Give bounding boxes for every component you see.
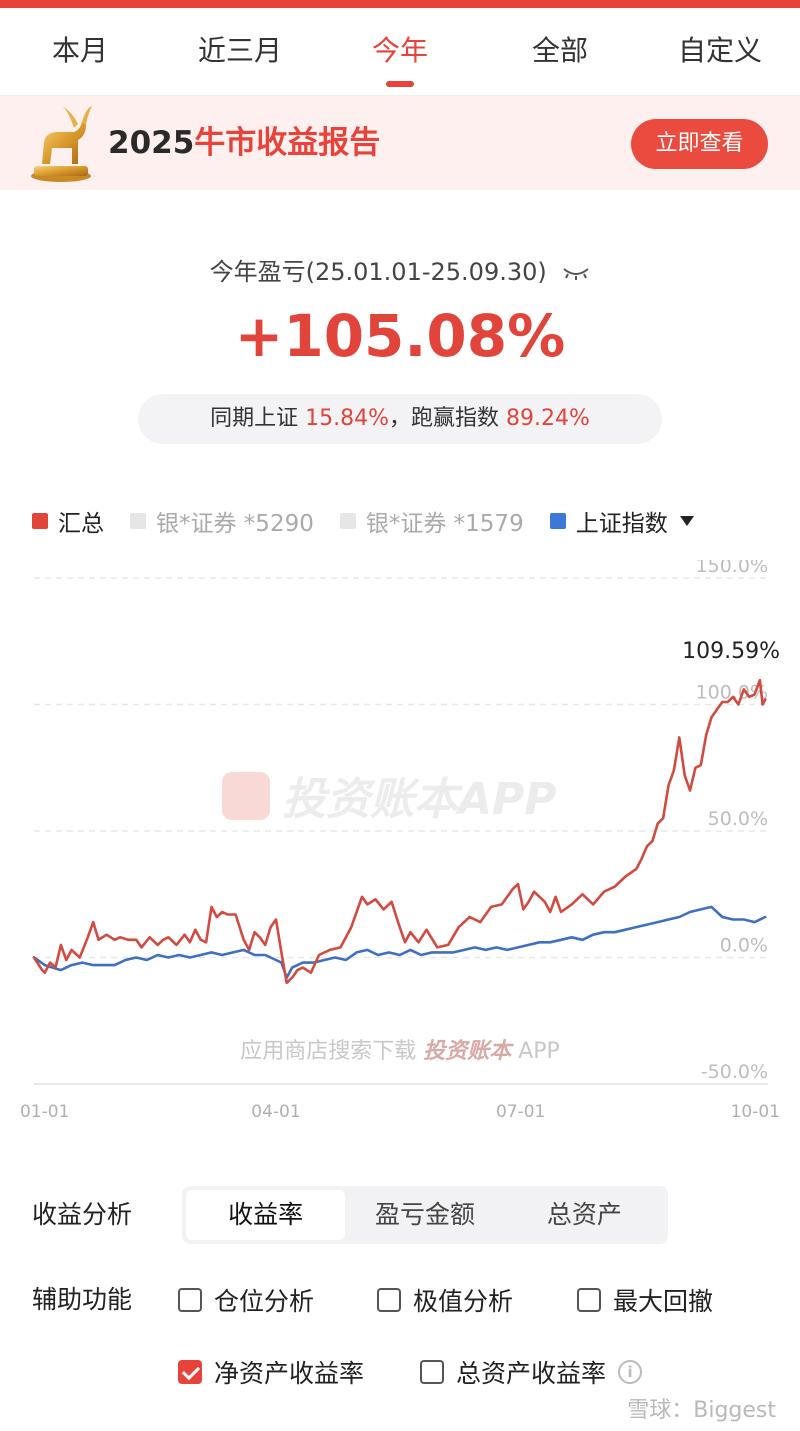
- tab-this-year[interactable]: 今年: [320, 8, 480, 95]
- legend-item-account-1579[interactable]: 银*证券 *1579: [339, 504, 524, 538]
- x-tick-label: 04-01: [251, 1102, 300, 1122]
- period-text: 今年盈亏(25.01.01-25.09.30): [209, 258, 547, 286]
- series-line-total: [32, 678, 767, 985]
- index-comparison: 同期上证 15.84%，跑赢指数 89.24%: [138, 394, 662, 444]
- analysis-section: 收益分析 收益率 盈亏金额 总资产: [32, 1186, 772, 1244]
- view-report-button[interactable]: 立即查看: [631, 119, 768, 169]
- checkbox-box[interactable]: [577, 1288, 601, 1312]
- y-tick-label: 50.0%: [708, 808, 768, 830]
- segment-total-assets[interactable]: 总资产: [546, 1200, 622, 1229]
- legend-swatch: [549, 513, 566, 529]
- legend-swatch: [130, 513, 146, 529]
- checkbox-box[interactable]: [178, 1288, 202, 1312]
- checkbox-max-drawdown[interactable]: 最大回撤: [577, 1280, 713, 1320]
- y-tick-label: 0.0%: [720, 935, 768, 957]
- checkbox-total-asset-return[interactable]: 总资产收益率 i: [420, 1352, 643, 1392]
- tab-custom[interactable]: 自定义: [677, 34, 762, 67]
- checkbox-extreme-analysis[interactable]: 极值分析: [377, 1280, 513, 1320]
- legend-item-shanghai-index[interactable]: 上证指数: [549, 504, 694, 538]
- info-icon[interactable]: i: [618, 1360, 643, 1384]
- aux-functions: 辅助功能 仓位分析 极值分析 最大回撤: [32, 1280, 792, 1320]
- legend-swatch: [339, 513, 356, 529]
- period-tabs: 本月 近三月 今年 全部 自定义: [0, 8, 800, 96]
- y-tick-label: -50.0%: [701, 1061, 768, 1083]
- watermark-logo-icon: [222, 772, 270, 820]
- x-tick-label: 01-01: [20, 1102, 69, 1122]
- dropdown-triangle-icon[interactable]: [679, 516, 694, 526]
- tab-last-three-months[interactable]: 近三月: [197, 34, 282, 67]
- legend-swatch: [32, 513, 48, 529]
- peak-value-label: 109.59%: [682, 639, 780, 664]
- tab-all[interactable]: 全部: [531, 34, 588, 67]
- banner-title: 2025牛市收益报告: [108, 125, 381, 161]
- x-tick-label: 10-01: [731, 1102, 780, 1122]
- eye-closed-icon[interactable]: [562, 266, 590, 280]
- top-accent-bar: [0, 0, 800, 8]
- checkbox-box-checked[interactable]: [178, 1360, 202, 1384]
- segment-return-rate[interactable]: 收益率: [186, 1190, 346, 1240]
- segment-pnl-amount[interactable]: 盈亏金额: [374, 1200, 475, 1229]
- active-tab-indicator: [386, 81, 414, 87]
- aux-functions-row2: 净资产收益率 总资产收益率 i: [0, 1352, 800, 1392]
- golden-bull-icon: [31, 106, 92, 182]
- checkbox-net-asset-return[interactable]: 净资产收益率: [178, 1352, 364, 1392]
- tab-this-month[interactable]: 本月: [51, 34, 108, 67]
- xueqiu-watermark: 雪球：Biggest: [627, 1398, 776, 1423]
- checkbox-box[interactable]: [377, 1288, 401, 1312]
- watermark-text: 投资账本APP: [282, 774, 557, 825]
- checkbox-position-analysis[interactable]: 仓位分析: [178, 1280, 314, 1320]
- y-tick-label: 150.0%: [696, 560, 768, 577]
- legend-item-total[interactable]: 汇总: [32, 504, 104, 538]
- legend-item-account-5290[interactable]: 银*证券 *5290: [130, 504, 314, 538]
- chart-watermark: 投资账本APP: [222, 772, 557, 825]
- x-tick-label: 07-01: [496, 1102, 545, 1122]
- analysis-label: 收益分析: [32, 1200, 133, 1229]
- aux-label: 辅助功能: [32, 1285, 133, 1314]
- series-line-shanghai-index: [32, 905, 767, 980]
- analysis-segmented-control: 收益率 盈亏金额 总资产: [182, 1186, 668, 1244]
- checkbox-box[interactable]: [420, 1360, 444, 1384]
- period-range: 今年盈亏(25.01.01-25.09.30): [0, 252, 800, 287]
- chart-legend: 汇总 银*证券 *5290 银*证券 *1579 上证指数: [32, 505, 720, 537]
- chart-footer-watermark: 应用商店搜索下载 投资账本 APP: [240, 1039, 560, 1064]
- year-return-value: +105.08%: [234, 302, 566, 370]
